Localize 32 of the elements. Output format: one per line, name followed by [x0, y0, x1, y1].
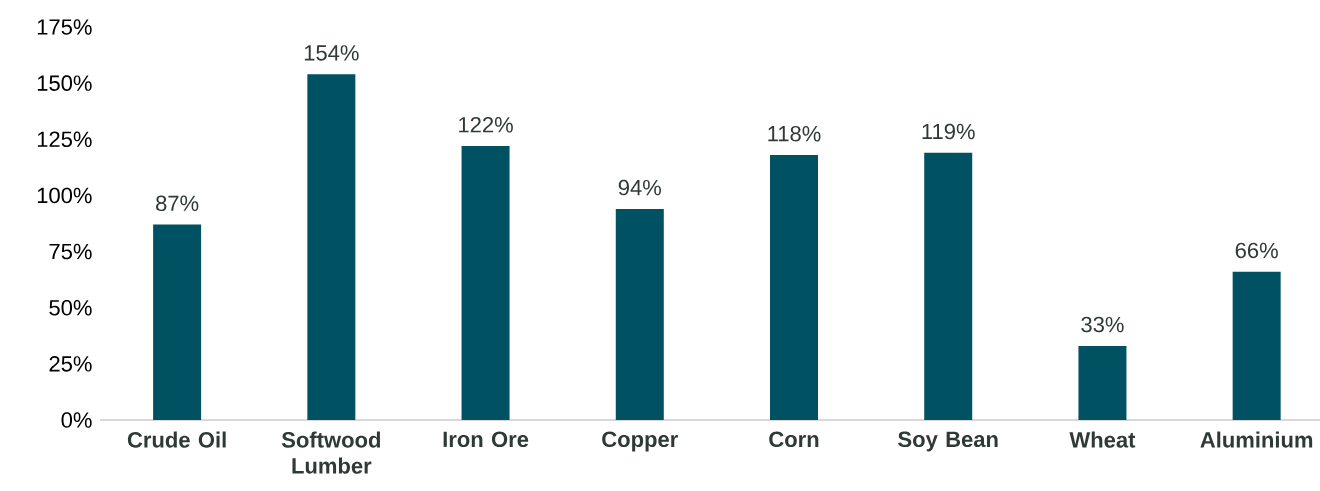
x-tick-label: Softwood Lumber [281, 431, 381, 474]
y-tick-label: 175% [37, 19, 92, 35]
y-tick-label: 150% [37, 75, 92, 91]
x-tick-label: Wheat [1069, 431, 1136, 448]
y-tick-label: 0% [61, 412, 92, 428]
x-tick-label: Iron Ore [443, 431, 529, 448]
data-label: 66% [1235, 242, 1278, 259]
data-label: 33% [1081, 316, 1124, 333]
bar [924, 152, 973, 420]
bar [461, 146, 510, 420]
x-tick-label: Corn [769, 431, 819, 448]
data-label: 87% [156, 195, 199, 212]
data-label: 154% [304, 45, 359, 61]
y-tick-label: 125% [37, 131, 92, 148]
bar [615, 208, 664, 420]
bar [1078, 345, 1127, 420]
y-tick-label: 75% [49, 243, 92, 260]
data-label: 94% [618, 179, 661, 196]
bar [770, 155, 818, 420]
data-label: 119% [922, 123, 975, 140]
bar [153, 224, 202, 420]
x-tick-label: Aluminium [1200, 431, 1313, 448]
y-tick-label: 25% [49, 356, 92, 372]
x-tick-label: Crude Oil [127, 431, 226, 448]
x-tick-label: Copper [602, 431, 678, 452]
y-tick-label: 50% [49, 299, 92, 316]
y-tick-label: 100% [37, 187, 92, 204]
data-label: 122% [459, 116, 513, 133]
data-label: 118% [768, 125, 821, 142]
bar [1232, 271, 1281, 420]
bar [307, 74, 356, 420]
x-tick-label: Soy Bean [898, 431, 998, 452]
